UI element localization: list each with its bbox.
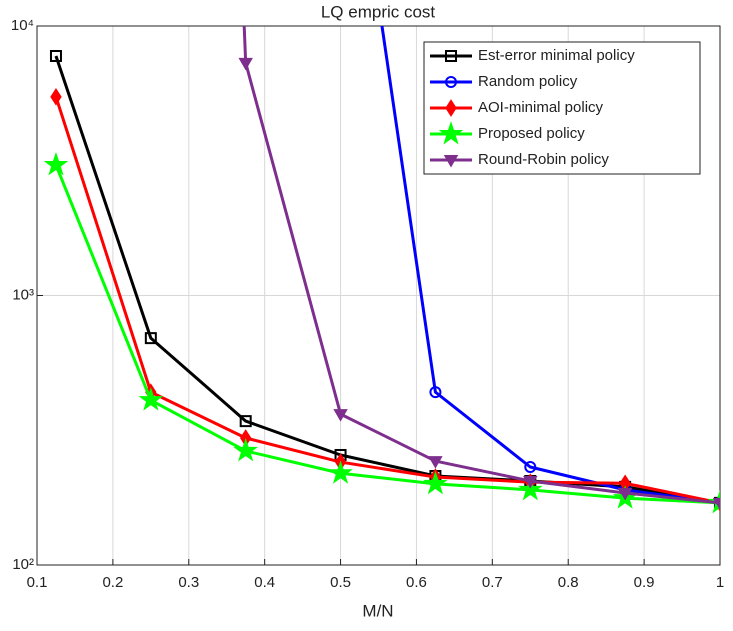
legend-marker	[445, 99, 457, 117]
legend: Est-error minimal policy Random policy AOI…	[423, 41, 701, 175]
data-point	[144, 332, 157, 345]
series-line	[54, 164, 720, 505]
data-point	[238, 57, 253, 71]
data-point	[43, 152, 69, 176]
x-tick-label: 0.4	[254, 574, 275, 591]
data-point	[334, 448, 347, 461]
x-tick-label: 0.1	[27, 574, 48, 591]
legend-label: Round-Robin policy	[478, 151, 609, 168]
data-point	[50, 87, 62, 106]
data-point	[423, 470, 448, 495]
x-tick-label: 0.5	[330, 574, 351, 591]
data-point	[428, 456, 443, 469]
data-point	[517, 476, 543, 501]
data-point	[138, 387, 164, 411]
x-tick-label: 0.9	[634, 574, 655, 591]
legend-label: Est-error minimal policy	[478, 47, 635, 64]
series-line	[54, 96, 720, 505]
data-point	[233, 438, 258, 462]
y-tick-label: 10⁴	[11, 17, 34, 34]
axes-box	[36, 25, 721, 566]
x-axis-label: M/N	[362, 601, 393, 620]
y-tick-label: 10³	[12, 286, 34, 303]
chart-title: LQ empric cost	[321, 2, 436, 21]
legend-marker	[444, 76, 458, 88]
legend-label: Random policy	[478, 73, 578, 90]
data-point	[712, 497, 720, 511]
x-tick-label: 0.2	[102, 574, 123, 591]
legend-label: AOI-minimal policy	[478, 99, 604, 116]
x-tick-label: 0.7	[482, 574, 503, 591]
data-point	[617, 487, 633, 501]
legend-marker	[445, 50, 457, 62]
y-tick-label: 10²	[12, 556, 34, 573]
legend-marker	[443, 155, 459, 168]
legend-marker	[438, 121, 464, 145]
data-point	[49, 49, 62, 62]
series-line	[380, 26, 720, 505]
x-tick-label: 1	[716, 574, 724, 591]
data-point	[333, 409, 348, 422]
data-point	[524, 461, 537, 473]
data-point	[523, 475, 538, 489]
x-tick-label: 0.6	[406, 574, 427, 591]
data-point	[429, 386, 442, 399]
legend-label: Proposed policy	[478, 125, 585, 142]
data-point	[328, 460, 353, 484]
plot-layer	[43, 26, 720, 514]
x-tick-label: 0.3	[178, 574, 199, 591]
x-tick-label: 0.8	[558, 574, 579, 591]
data-point	[239, 415, 252, 428]
